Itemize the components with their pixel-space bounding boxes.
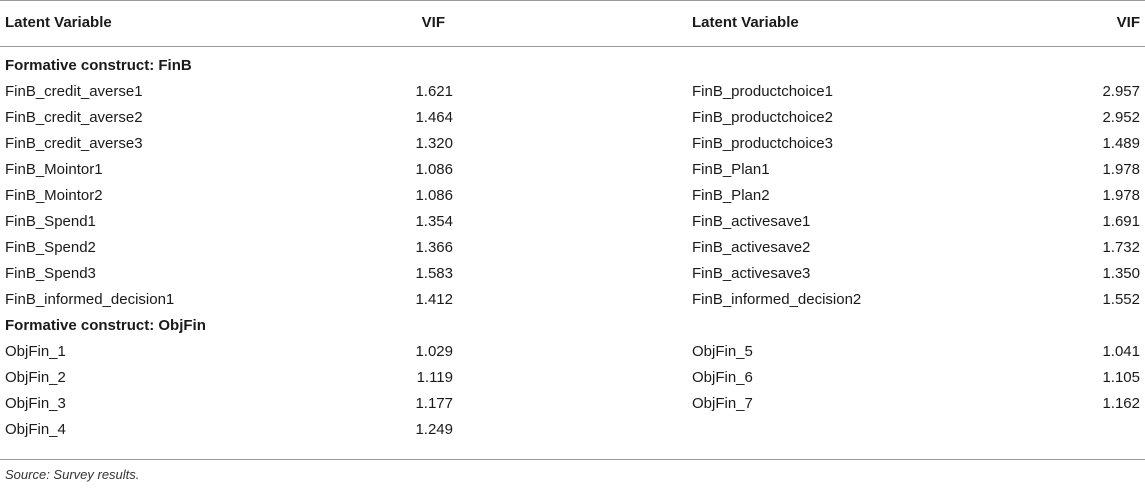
vif-value-right: 2.957 (1102, 83, 1140, 100)
variable-name-right: FinB_activesave3 (692, 265, 811, 282)
variable-name-right: ObjFin_6 (692, 369, 753, 386)
vif-value-right: 1.978 (1102, 187, 1140, 204)
vif-value-left: 1.119 (416, 369, 453, 386)
vif-value-right: 1.105 (1102, 369, 1140, 386)
table-body: Formative construct: FinB FinB_credit_ave… (0, 53, 1145, 443)
vif-value-right: 1.350 (1102, 265, 1140, 282)
table-row: ObjFin_3 1.177 ObjFin_7 1.162 (0, 391, 1145, 417)
vif-value-right: 1.041 (1102, 343, 1140, 360)
vif-value-right: 1.162 (1102, 395, 1140, 412)
vif-value-left: 1.320 (415, 135, 453, 152)
section-label: Formative construct: ObjFin (5, 317, 206, 334)
vif-value-left: 1.621 (415, 83, 453, 100)
table-row: FinB_Spend1 1.354 FinB_activesave1 1.691 (0, 209, 1145, 235)
variable-name-left: FinB_Spend1 (5, 213, 96, 230)
vif-value-left: 1.366 (415, 239, 453, 256)
variable-name-left: FinB_credit_averse2 (5, 109, 143, 126)
table-footnote: Source: Survey results. (5, 467, 140, 482)
table-row: FinB_informed_decision1 1.412 FinB_informe… (0, 287, 1145, 313)
section-header-row: Formative construct: ObjFin (0, 313, 1145, 339)
variable-name-right: FinB_productchoice2 (692, 109, 833, 126)
vif-value-left: 1.029 (415, 343, 453, 360)
header-vif-left: VIF (421, 14, 445, 31)
variable-name-right: FinB_productchoice3 (692, 135, 833, 152)
table-header-row: Latent Variable VIF Latent Variable VIF (0, 0, 1145, 46)
table-row: ObjFin_4 1.249 (0, 417, 1145, 443)
variable-name-left: FinB_Mointor1 (5, 161, 103, 178)
variable-name-left: ObjFin_1 (5, 343, 66, 360)
table-row: ObjFin_1 1.029 ObjFin_5 1.041 (0, 339, 1145, 365)
table-row: FinB_Spend3 1.583 FinB_activesave3 1.350 (0, 261, 1145, 287)
variable-name-right: FinB_activesave1 (692, 213, 811, 230)
vif-value-left: 1.086 (415, 161, 453, 178)
variable-name-left: ObjFin_3 (5, 395, 66, 412)
vif-value-left: 1.354 (415, 213, 453, 230)
header-latent-variable-left: Latent Variable (5, 14, 112, 31)
variable-name-left: ObjFin_2 (5, 369, 66, 386)
variable-name-left: FinB_Spend3 (5, 265, 96, 282)
vif-value-left: 1.583 (415, 265, 453, 282)
table-row: FinB_credit_averse1 1.621 FinB_productchoi… (0, 79, 1145, 105)
table-row: FinB_credit_averse2 1.464 FinB_productchoi… (0, 105, 1145, 131)
header-vif-right: VIF (1116, 14, 1140, 31)
table-row: ObjFin_2 1.119 ObjFin_6 1.105 (0, 365, 1145, 391)
vif-value-left: 1.086 (415, 187, 453, 204)
table-bottom-rule (0, 459, 1145, 460)
header-rule (0, 46, 1145, 47)
table-row: FinB_Mointor1 1.086 FinB_Plan1 1.978 (0, 157, 1145, 183)
header-latent-variable-right: Latent Variable (692, 14, 799, 31)
vif-value-right: 1.552 (1102, 291, 1140, 308)
vif-value-right: 1.732 (1102, 239, 1140, 256)
variable-name-right: FinB_Plan2 (692, 187, 770, 204)
table-row: FinB_Spend2 1.366 FinB_activesave2 1.732 (0, 235, 1145, 261)
vif-value-left: 1.177 (415, 395, 453, 412)
table-row: FinB_Mointor2 1.086 FinB_Plan2 1.978 (0, 183, 1145, 209)
vif-value-right: 1.691 (1102, 213, 1140, 230)
variable-name-right: FinB_productchoice1 (692, 83, 833, 100)
variable-name-left: FinB_Spend2 (5, 239, 96, 256)
variable-name-left: FinB_Mointor2 (5, 187, 103, 204)
variable-name-left: FinB_credit_averse1 (5, 83, 143, 100)
section-label: Formative construct: FinB (5, 57, 192, 74)
variable-name-right: FinB_Plan1 (692, 161, 770, 178)
variable-name-left: FinB_credit_averse3 (5, 135, 143, 152)
variable-name-left: ObjFin_4 (5, 421, 66, 438)
vif-value-right: 1.489 (1102, 135, 1140, 152)
variable-name-right: FinB_activesave2 (692, 239, 811, 256)
vif-value-left: 1.464 (415, 109, 453, 126)
variable-name-right: ObjFin_7 (692, 395, 753, 412)
table-top-rule (0, 0, 1145, 1)
vif-value-left: 1.412 (415, 291, 453, 308)
section-header-row: Formative construct: FinB (0, 53, 1145, 79)
variable-name-left: FinB_informed_decision1 (5, 291, 175, 308)
table-row: FinB_credit_averse3 1.320 FinB_productchoi… (0, 131, 1145, 157)
vif-value-left: 1.249 (415, 421, 453, 438)
variable-name-right: ObjFin_5 (692, 343, 753, 360)
vif-value-right: 1.978 (1102, 161, 1140, 178)
vif-value-right: 2.952 (1102, 109, 1140, 126)
variable-name-right: FinB_informed_decision2 (692, 291, 862, 308)
